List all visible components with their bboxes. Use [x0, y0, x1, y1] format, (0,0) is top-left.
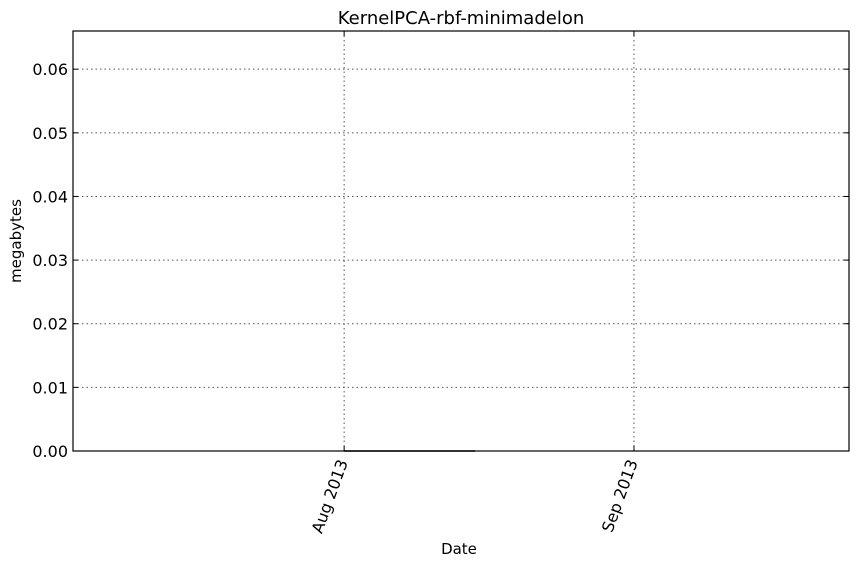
- x-tick-label: Sep 2013: [598, 457, 642, 535]
- plot-frame: [72, 30, 850, 452]
- y-tick-label: 0.05: [32, 124, 68, 143]
- y-tick-label: 0.01: [32, 378, 68, 397]
- y-tick-label: 0.03: [32, 251, 68, 270]
- y-tick-label: 0.02: [32, 315, 68, 334]
- x-tick-label: Aug 2013: [308, 457, 352, 536]
- y-tick-label: 0.04: [32, 187, 68, 206]
- y-axis: 0.00 0.01 0.02 0.03 0.04 0.05 0.06: [32, 60, 849, 461]
- y-tick-label: 0.00: [32, 442, 68, 461]
- chart-title: KernelPCA-rbf-minimadelon: [338, 8, 585, 29]
- grid: [73, 31, 849, 451]
- x-axis-label: Date: [441, 540, 477, 558]
- y-axis-label: megabytes: [7, 199, 25, 283]
- y-tick-label: 0.06: [32, 60, 68, 79]
- plot-background: [73, 31, 849, 451]
